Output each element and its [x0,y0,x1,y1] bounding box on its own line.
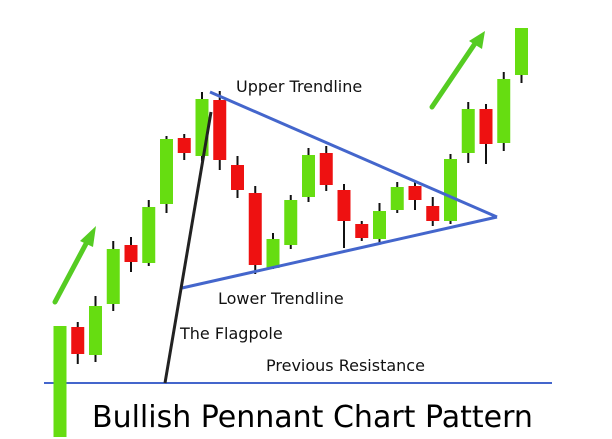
candle-down [355,221,369,241]
candle-body [497,79,511,143]
candle-up [142,200,156,266]
candle-body [213,100,227,160]
candle-body [479,109,493,144]
candle-body [142,207,156,263]
upper-trendline [209,90,498,219]
candle-up [497,72,511,151]
candle-body [71,327,85,354]
candle-body [248,193,262,265]
candle-body [444,159,457,221]
green-arrow-left [52,226,96,305]
candle-down [479,104,493,164]
candle-body [408,186,422,200]
candle-body [337,190,351,221]
candle-body [373,211,386,239]
candle-body [124,245,138,262]
candle-body [177,138,191,153]
candle-down [426,197,440,226]
candle-body [231,165,244,190]
green-arrow-right [429,31,485,110]
flagpole-label: The Flagpole [179,324,283,343]
candle-up [53,326,67,437]
candle-up [444,154,457,224]
candle-down [213,91,227,170]
candle-body [426,206,440,221]
candle-up [515,28,528,83]
candle-body [355,224,369,238]
candle-body [319,153,333,185]
lower-trendline [181,215,498,290]
candle-up [195,92,209,161]
candle-down [408,181,422,210]
candle-body [195,99,209,156]
candle-body [284,200,298,245]
candle-down [231,156,244,198]
candle-up [89,296,102,362]
candle-body [515,28,528,75]
candle-up [266,233,280,269]
candle-body [53,326,67,437]
candle-body [160,139,173,204]
lower-trendline-label: Lower Trendline [218,289,344,308]
candle-down [319,146,333,191]
candle-down [337,184,351,248]
flagpole-line [163,111,213,384]
candle-body [461,109,475,153]
candle-up [160,136,173,213]
candle-up [390,182,404,213]
candle-down [177,134,191,160]
candles-group [53,28,528,437]
candle-up [302,148,315,202]
candle-body [106,249,120,304]
upper-trendline-label: Upper Trendline [236,77,362,96]
candle-body [89,306,102,355]
candle-body [390,187,404,210]
candle-up [373,203,386,243]
candle-up [461,102,475,163]
candle-down [124,237,138,272]
candle-up [106,241,120,311]
chart-title: Bullish Pennant Chart Pattern [92,400,533,435]
candle-down [248,186,262,274]
candle-up [284,195,298,249]
candle-body [266,239,280,268]
previous-resistance-label: Previous Resistance [266,356,425,375]
candle-down [71,322,85,364]
candle-body [302,155,315,197]
